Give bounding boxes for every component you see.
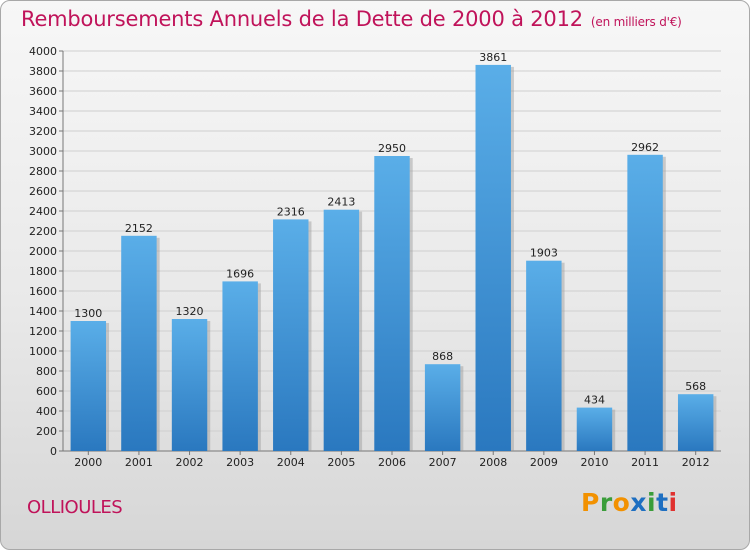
x-tick-label: 2003 — [226, 456, 254, 469]
bar-2012 — [677, 394, 714, 451]
x-tick-label: 2001 — [125, 456, 153, 469]
y-tick-label: 4000 — [29, 45, 57, 58]
bar-2008 — [475, 64, 511, 452]
bar-2001 — [121, 235, 157, 451]
data-label-2006: 2950 — [378, 142, 406, 155]
y-tick-label: 2800 — [29, 165, 57, 178]
x-tick-label: 2002 — [176, 456, 204, 469]
x-tick-label: 2007 — [429, 456, 457, 469]
y-tick-label: 2000 — [29, 245, 57, 258]
y-tick-label: 2400 — [29, 205, 57, 218]
bar-2007 — [424, 364, 461, 451]
data-label-2011: 2962 — [631, 141, 659, 154]
bar-2011 — [627, 154, 663, 452]
logo-letter: i — [647, 488, 657, 517]
x-tick-label: 2008 — [479, 456, 507, 469]
bar-2009 — [526, 260, 562, 451]
logo-letter: t — [656, 488, 669, 517]
x-tick-label: 2000 — [74, 456, 102, 469]
bar-2005 — [323, 209, 360, 451]
x-tick-label: 2004 — [277, 456, 305, 469]
data-label-2008: 3861 — [479, 51, 507, 64]
y-tick-label: 3000 — [29, 145, 57, 158]
bars — [70, 64, 717, 452]
proxiti-logo: Proxiti — [581, 488, 678, 517]
logo-letter: i — [668, 488, 678, 517]
y-tick-label: 1800 — [29, 265, 57, 278]
y-tick-label: 1000 — [29, 345, 57, 358]
y-tick-label: 3600 — [29, 85, 57, 98]
bar-2010 — [576, 407, 613, 451]
logo-letter: o — [612, 488, 631, 517]
data-label-2000: 1300 — [74, 307, 102, 320]
logo-letter: P — [581, 488, 600, 517]
x-tick-label: 2009 — [530, 456, 558, 469]
data-label-2007: 868 — [432, 350, 453, 363]
x-tick-label: 2011 — [631, 456, 659, 469]
data-labels: 1300 2152 1320 1696 2316 2413 2950 868 3861 1903 4… — [74, 51, 706, 407]
x-tick-label: 2006 — [378, 456, 406, 469]
x-tick-label: 2010 — [580, 456, 608, 469]
chart-title: Remboursements Annuels de la Dette de 20… — [21, 7, 682, 31]
bar-2002 — [171, 319, 208, 451]
data-label-2003: 1696 — [226, 267, 254, 280]
bar-2000 — [70, 321, 107, 451]
y-tick-label: 2600 — [29, 185, 57, 198]
y-tick-label: 800 — [36, 365, 57, 378]
logo-letter: x — [630, 488, 647, 517]
axes: 0 200 400 600 800 1000 1200 1400 1600 1800 2000 220… — [29, 45, 721, 469]
x-tick-label: 2005 — [327, 456, 355, 469]
data-label-2005: 2413 — [327, 196, 355, 209]
y-tick-label: 2200 — [29, 225, 57, 238]
data-label-2010: 434 — [584, 394, 605, 407]
bar-2004 — [273, 219, 309, 451]
y-tick-label: 1400 — [29, 305, 57, 318]
y-tick-label: 0 — [50, 445, 57, 458]
bar-2003 — [222, 281, 258, 451]
y-tick-label: 200 — [36, 425, 57, 438]
chart-title-text: Remboursements Annuels de la Dette de 20… — [21, 7, 583, 31]
logo-letter: r — [599, 488, 613, 517]
y-tick-label: 600 — [36, 385, 57, 398]
data-label-2012: 568 — [685, 380, 706, 393]
y-tick-label: 3800 — [29, 65, 57, 78]
y-tick-label: 3400 — [29, 105, 57, 118]
bar-2006 — [374, 156, 410, 451]
commune-name: OLLIOULES — [27, 497, 123, 518]
y-tick-label: 1600 — [29, 285, 57, 298]
data-label-2002: 1320 — [176, 305, 204, 318]
data-label-2009: 1903 — [530, 247, 558, 260]
x-tick-label: 2012 — [682, 456, 710, 469]
data-label-2001: 2152 — [125, 222, 153, 235]
chart-subtitle: (en milliers d'€) — [590, 15, 682, 29]
y-tick-label: 400 — [36, 405, 57, 418]
y-tick-label: 3200 — [29, 125, 57, 138]
y-tick-label: 1200 — [29, 325, 57, 338]
data-label-2004: 2316 — [277, 205, 305, 218]
